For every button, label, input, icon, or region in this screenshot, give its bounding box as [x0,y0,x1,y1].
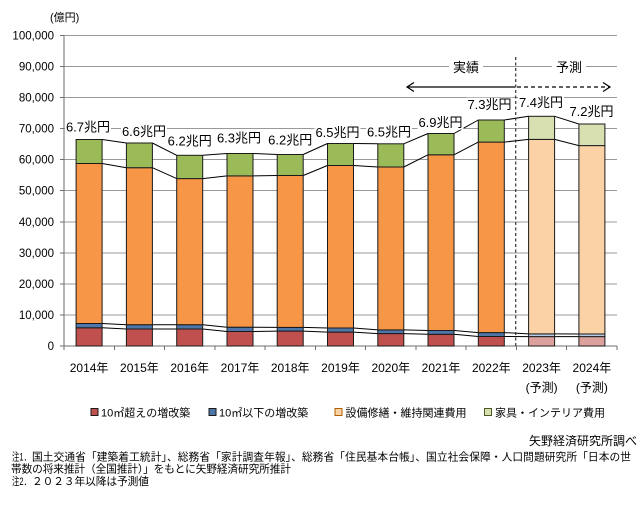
svg-text:2016年: 2016年 [170,361,209,375]
svg-text:40,000: 40,000 [19,217,54,229]
svg-text:2017年: 2017年 [221,361,260,375]
svg-text:2015年: 2015年 [120,361,159,375]
svg-text:70,000: 70,000 [19,124,54,136]
svg-text:50,000: 50,000 [19,186,54,198]
svg-text:2019年: 2019年 [321,361,360,375]
svg-text:7.4兆円: 7.4兆円 [519,95,563,110]
svg-text:矢野経済研究所調べ: 矢野経済研究所調べ [529,434,637,448]
svg-text:設備修繕・維持関連費用: 設備修繕・維持関連費用 [346,406,467,420]
svg-text:20,000: 20,000 [19,279,54,291]
svg-text:6.3兆円: 6.3兆円 [217,130,261,145]
svg-text:6.7兆円: 6.7兆円 [66,120,110,135]
svg-text:6.9兆円: 6.9兆円 [418,115,462,130]
svg-text:60,000: 60,000 [19,155,54,167]
svg-text:80,000: 80,000 [19,93,54,105]
svg-text:6.5兆円: 6.5兆円 [367,124,411,139]
svg-text:10㎡以下の増改築: 10㎡以下の増改築 [219,406,308,420]
svg-text:実績: 実績 [453,60,479,75]
svg-text:90,000: 90,000 [19,62,54,74]
svg-text:(予測): (予測) [576,381,608,395]
svg-text:2014年: 2014年 [70,361,109,375]
svg-text:2020年: 2020年 [371,361,410,375]
svg-text:6.2兆円: 6.2兆円 [268,132,312,147]
svg-text:6.5兆円: 6.5兆円 [315,125,359,140]
svg-text:7.3兆円: 7.3兆円 [467,97,511,112]
svg-text:2023年: 2023年 [522,361,561,375]
svg-text:2021年: 2021年 [422,361,461,375]
svg-text:6.6兆円: 6.6兆円 [122,124,166,139]
svg-text:帯数の将来推計（全国推計）」をもとに矢野経済研究所推計: 帯数の将来推計（全国推計）」をもとに矢野経済研究所推計 [11,463,291,476]
svg-text:100,000: 100,000 [12,30,54,42]
svg-text:注1．国土交通省「建築着工統計」、総務省「家計調査年報」、総: 注1．国土交通省「建築着工統計」、総務省「家計調査年報」、総務省「住民基本台帳」… [12,451,631,464]
svg-text:2018年: 2018年 [271,361,310,375]
svg-text:注2．２０２３年以降は予測値: 注2．２０２３年以降は予測値 [12,475,149,488]
svg-text:2022年: 2022年 [472,361,511,375]
svg-text:30,000: 30,000 [19,248,54,260]
svg-text:予測: 予測 [556,60,582,75]
svg-text:7.2兆円: 7.2兆円 [569,104,613,119]
svg-text:10㎡超えの増改築: 10㎡超えの増改築 [101,406,190,420]
svg-text:0: 0 [48,341,54,353]
svg-text:6.2兆円: 6.2兆円 [168,133,212,148]
svg-text:家具・インテリア費用: 家具・インテリア費用 [495,406,605,420]
svg-text:(億円): (億円) [50,11,79,24]
svg-text:10,000: 10,000 [19,310,54,322]
svg-text:(予測): (予測) [526,381,558,395]
svg-text:2024年: 2024年 [573,361,612,375]
